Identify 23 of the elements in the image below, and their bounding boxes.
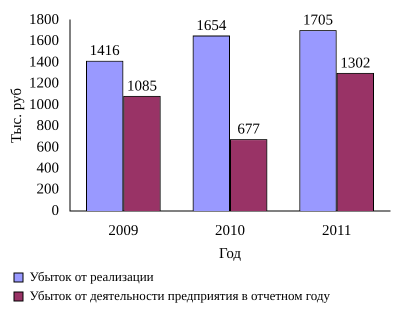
legend-label: Убыток от реализации bbox=[30, 268, 154, 284]
y-tick-label: 400 bbox=[36, 160, 59, 176]
y-tick-label: 0 bbox=[52, 202, 59, 219]
data-label: 1416 bbox=[90, 43, 120, 60]
data-label: 1705 bbox=[303, 12, 333, 29]
y-tick-label: 1000 bbox=[29, 96, 59, 113]
data-label: 1302 bbox=[340, 55, 370, 72]
y-tick-label: 1600 bbox=[29, 33, 59, 50]
y-tick-label: 1800 bbox=[29, 12, 59, 28]
data-label: 677 bbox=[237, 122, 260, 138]
legend-label: Убыток от деятельности предприятия в отчетном году bbox=[30, 288, 330, 303]
y-tick-label: 800 bbox=[36, 118, 59, 134]
x-axis-title: Год bbox=[218, 246, 242, 262]
x-tick-label: 2009 bbox=[108, 222, 138, 239]
x-tick-label: 2011 bbox=[322, 222, 352, 239]
data-label: 1654 bbox=[196, 18, 227, 34]
data-label: 1085 bbox=[127, 78, 157, 94]
x-tick-label: 2010 bbox=[215, 222, 245, 239]
y-tick-label: 1200 bbox=[29, 76, 59, 92]
y-axis-title: Тыс. руб bbox=[8, 88, 25, 143]
y-tick-label: 1400 bbox=[29, 54, 59, 70]
y-tick-label: 200 bbox=[36, 182, 59, 198]
y-tick-label: 600 bbox=[36, 139, 59, 156]
